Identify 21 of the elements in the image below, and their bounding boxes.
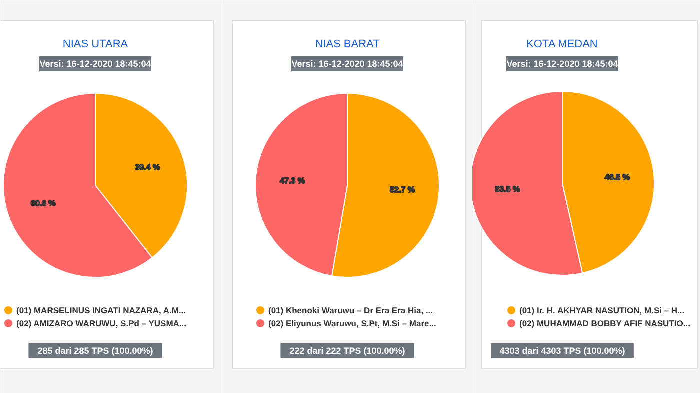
legend-label: (02) Eliyunus Waruwu, S.Pt, M.Si – Mare... [268, 318, 436, 328]
text: 285 dari 285 TPS (100.00%) [38, 346, 154, 356]
data-label: 60.6 % [30, 199, 56, 208]
legend-label: (01) Khenoki Waruwu – Dr Era Era Hia, ... [268, 306, 434, 316]
data-label: 53.5 % [495, 185, 520, 194]
chart-title: NIAS UTARA [62, 38, 129, 50]
legend-label: (02) AMIZARO WARUWU, S.Pd – YUSMA... [16, 318, 187, 328]
chart-title: NIAS BARAT [315, 38, 380, 50]
text: 4303 dari 4303 TPS (100.00%) [500, 346, 626, 356]
data-label: 46.5 % [604, 172, 630, 182]
legend-label: (01) MARSELINUS INGATI NAZARA, A.M... [16, 306, 186, 316]
legend-label: (01) Ir. H. AKHYAR NASUTION, M.Si – H... [520, 306, 685, 316]
legend-label: (02) MUHAMMAD BOBBY AFIF NASUTIO... [520, 318, 690, 328]
chart-subtitle: Versi: 16-12-2020 18:45:04 [40, 59, 152, 69]
chart-title: KOTA MEDAN [526, 38, 598, 50]
chart-subtitle: Versi: 16-12-2020 18:45:04 [506, 59, 618, 69]
data-label: 52.7 % [390, 186, 415, 195]
data-label: 39.4 % [135, 162, 160, 172]
text: 222 dari 222 TPS (100.00%) [290, 346, 406, 356]
data-label: 47.3 % [280, 176, 305, 186]
chart-subtitle: Versi: 16-12-2020 18:45:04 [292, 59, 404, 69]
